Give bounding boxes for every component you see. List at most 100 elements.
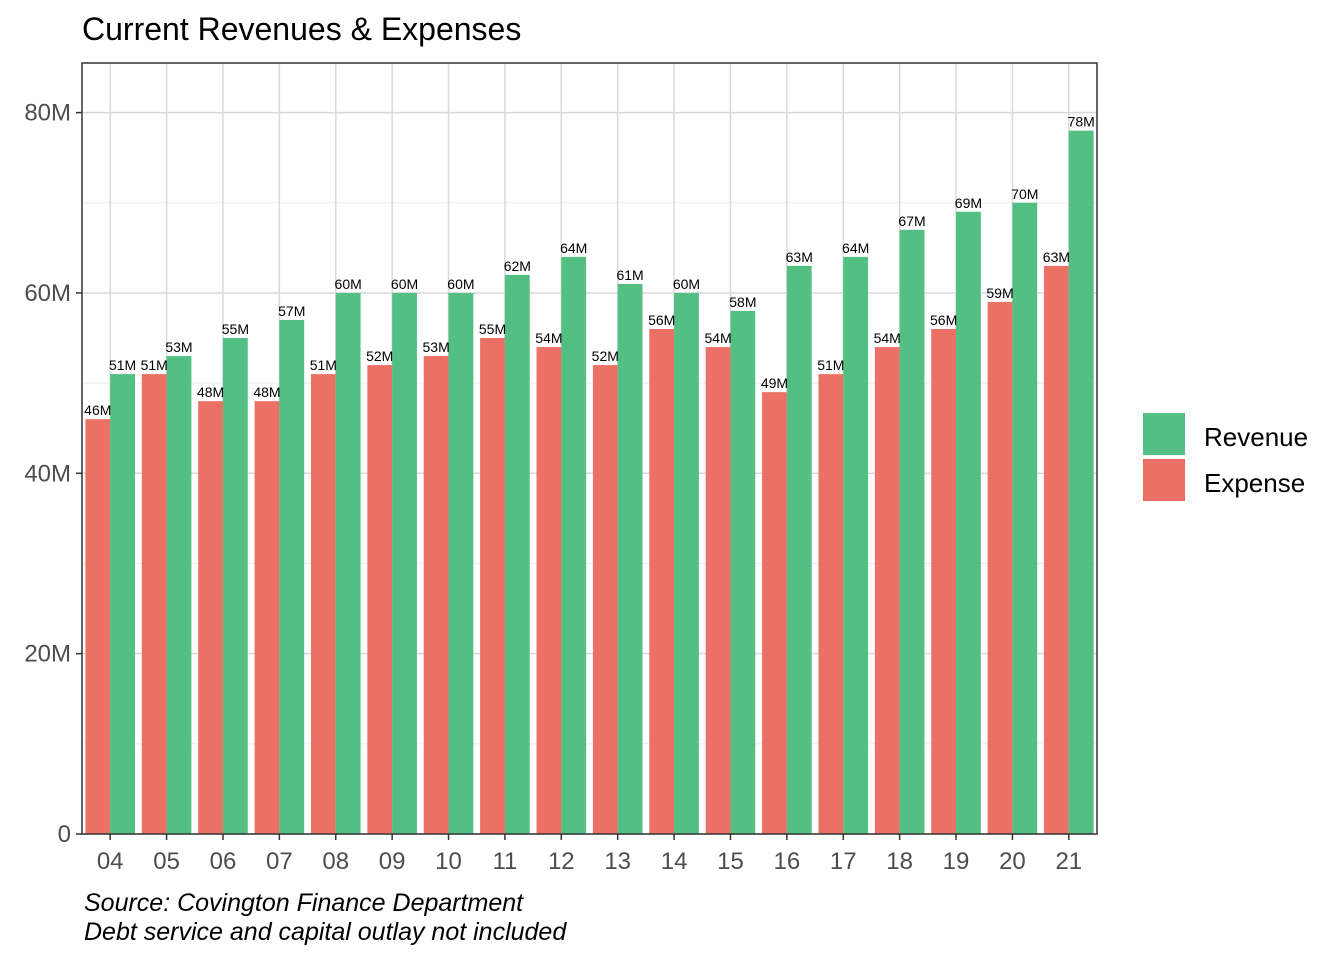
bar-expense [762,392,787,834]
bar-revenue [392,292,417,834]
bar-revenue [166,356,192,834]
bar-revenue [843,256,869,834]
y-axis: 0 20M 40M 60M 80M [24,100,82,848]
bar-expense [818,374,844,834]
bar-revenue [561,256,587,834]
bar-label-revenue: 63M [786,249,813,265]
bar-label-expense: 49M [761,375,788,391]
bar-revenue [1068,130,1094,834]
y-tick-label: 60M [24,280,71,307]
x-tick-label: 19 [943,848,970,875]
bar-revenue [899,229,925,834]
bar-label-revenue: 51M [109,357,136,373]
x-tick-label: 12 [548,848,575,875]
bar-label-expense: 56M [648,312,675,328]
x-tick-label: 06 [210,848,237,875]
x-tick-label: 09 [379,848,406,875]
bar-label-revenue: 69M [955,195,982,211]
bar-expense [536,347,562,834]
bar-label-revenue: 60M [391,276,418,292]
bar-revenue [504,274,530,834]
bar-label-expense: 51M [817,357,844,373]
x-tick-label: 10 [435,848,462,875]
bar-label-revenue: 60M [673,276,700,292]
bar-label-expense: 52M [366,348,393,364]
y-tick-label: 20M [24,641,71,668]
legend-swatch-expense [1143,459,1185,501]
bar-revenue [956,211,981,834]
bar-label-revenue: 53M [165,339,192,355]
y-tick-label: 0 [58,821,71,848]
bar-revenue [617,283,643,834]
bar-label-expense: 54M [874,330,901,346]
bar-label-revenue: 58M [729,294,756,310]
bar-revenue [730,310,756,835]
bar-revenue [786,265,812,834]
x-tick-label: 16 [774,848,801,875]
bar-label-expense: 56M [930,312,957,328]
x-tick-label: 13 [604,848,631,875]
panel-border [81,62,1098,835]
x-axis: 04 05 06 07 08 09 10 11 12 13 14 15 16 17 18 19 20 21 [97,834,1082,875]
bar-label-revenue: 60M [335,276,362,292]
bar-label-expense: 53M [423,339,450,355]
bar-revenue [279,320,305,834]
bar-expense [987,301,1013,834]
bar-revenue [448,292,474,834]
bar-expense [480,338,505,834]
x-tick-label: 08 [322,848,349,875]
bar-expense [198,401,223,834]
bar-expense [254,401,280,834]
bar-expense [874,347,900,834]
bar-label-revenue: 64M [842,240,869,256]
bar-expense [310,374,336,834]
bar-label-revenue: 67M [898,213,925,229]
bar-label-revenue: 70M [1011,186,1038,202]
legend: Revenue Expense [1143,413,1308,501]
chart-title: Current Revenues & Expenses [82,11,521,47]
bar-label-expense: 54M [535,330,562,346]
x-tick-label: 05 [153,848,180,875]
bar-expense [1044,265,1069,834]
bar-revenue [335,292,361,834]
bar-revenue [110,374,135,834]
y-tick-label: 40M [24,460,71,487]
caption-source: Source: Covington Finance Department [84,889,524,917]
bar-label-expense: 59M [986,285,1013,301]
bar-revenue [222,338,248,834]
bar-label-expense: 48M [197,384,224,400]
bar-revenue [1012,202,1038,835]
bar-label-expense: 51M [310,357,337,373]
x-tick-label: 04 [97,848,124,875]
bar-label-expense: 52M [592,348,619,364]
bar-label-revenue: 62M [504,258,531,274]
legend-label-revenue: Revenue [1204,422,1308,452]
x-tick-label: 21 [1055,848,1082,875]
caption-note: Debt service and capital outlay not incl… [84,918,567,946]
bar-label-revenue: 55M [222,321,249,337]
bar-label-revenue: 57M [278,303,305,319]
x-tick-label: 15 [717,848,744,875]
legend-swatch-revenue [1143,413,1185,455]
x-tick-label: 07 [266,848,293,875]
x-tick-label: 18 [886,848,913,875]
bar-labels: 46M 51M 48M 48M 51M 52M 53M 55M 54M 52M 56M 54M 49M 5… [84,114,1095,419]
bar-expense [141,374,167,834]
x-tick-label: 20 [999,848,1026,875]
bar-label-revenue: 78M [1068,114,1095,130]
bar-label-expense: 48M [253,384,280,400]
bar-label-revenue: 61M [616,267,643,283]
bar-expense [423,356,449,834]
legend-label-expense: Expense [1204,468,1305,498]
y-tick-label: 80M [24,100,71,127]
bar-expense [367,365,393,834]
bar-label-expense: 51M [141,357,168,373]
bar-expense [592,365,618,834]
x-tick-label: 11 [492,848,517,875]
bar-label-expense: 63M [1043,249,1070,265]
bar-expense [931,329,957,834]
bars [85,130,1094,835]
bar-expense [705,347,731,834]
bar-label-revenue: 64M [560,240,587,256]
bar-label-expense: 46M [84,402,111,418]
